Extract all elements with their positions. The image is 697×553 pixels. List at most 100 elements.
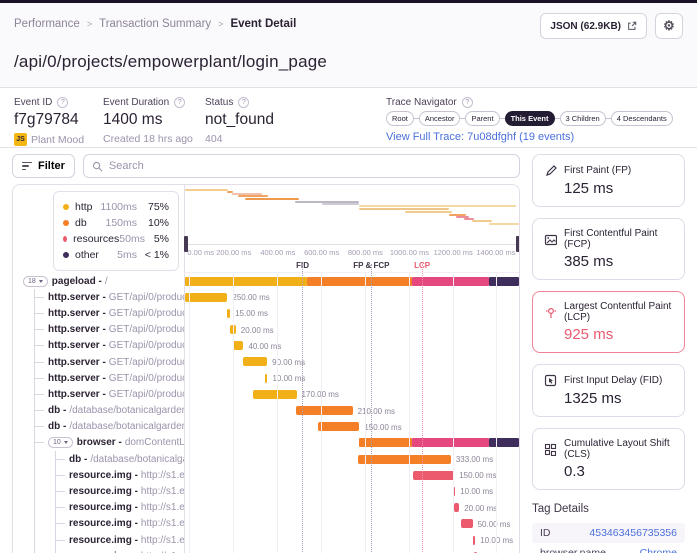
- breadcrumb: Performance > Transaction Summary > Event De…: [14, 13, 296, 30]
- tree-line: [34, 499, 35, 516]
- trace-pill[interactable]: 4 Descendants: [610, 111, 673, 126]
- json-download-button[interactable]: JSON (62.9KB): [540, 13, 647, 39]
- view-full-trace-link[interactable]: View Full Trace: 7u08dfghf (19 events): [386, 131, 575, 143]
- span-row[interactable]: resource.img -http://s1.empowerplant.com…: [13, 467, 519, 484]
- filter-button[interactable]: Filter: [12, 154, 75, 178]
- vital-marker-label: FP & FCP: [353, 261, 390, 270]
- trace-pill[interactable]: Parent: [465, 111, 500, 126]
- span-bar[interactable]: [357, 454, 451, 464]
- span-bar-segment[interactable]: [412, 438, 489, 448]
- search-box[interactable]: [82, 154, 520, 178]
- trace-pill[interactable]: Root: [386, 111, 414, 126]
- span-row[interactable]: http.server -GET/api/0/product/empowerpl…: [13, 353, 519, 371]
- tag-row: ID 453463456735356: [532, 523, 685, 543]
- span-bar-segment[interactable]: [488, 438, 519, 448]
- tree-line: [34, 451, 35, 468]
- trace-pill[interactable]: 3 Children: [559, 111, 606, 126]
- help-icon[interactable]: ?: [174, 97, 186, 108]
- span-description: /database/botanicalgarden/plantindex: [69, 405, 184, 417]
- span-row[interactable]: db -/database/botanicalgarden/ideas 333.0…: [13, 451, 519, 468]
- help-icon[interactable]: ?: [461, 97, 473, 108]
- tag-key: ID: [540, 527, 551, 539]
- span-bar[interactable]: [227, 308, 231, 318]
- web-vital-card[interactable]: Largest Contentful Paint (LCP) 925 ms: [532, 291, 685, 353]
- chevron-right-icon: >: [86, 19, 93, 29]
- span-bar[interactable]: [460, 519, 473, 529]
- settings-button[interactable]: ⚙: [655, 13, 683, 39]
- viewport-handle-right[interactable]: [516, 236, 519, 252]
- trace-pill[interactable]: Ancestor: [418, 111, 461, 126]
- span-bar[interactable]: [243, 357, 268, 367]
- web-vital-card[interactable]: Cumulative Layout Shift (CLS) 0.3: [532, 428, 685, 490]
- span-bar[interactable]: [412, 470, 455, 480]
- span-row[interactable]: resource.img -http://s1.empowerplant.com…: [13, 483, 519, 500]
- web-vital-card[interactable]: First Contentful Paint (FCP) 385 ms: [532, 218, 685, 280]
- minimap-span-line: [488, 223, 519, 225]
- span-bar[interactable]: [454, 503, 460, 513]
- minimap-span-line: [231, 193, 262, 195]
- span-children-toggle[interactable]: 18: [23, 275, 48, 287]
- span-bar[interactable]: [472, 535, 476, 545]
- axis-tick-label: 800.00 ms: [347, 248, 383, 257]
- minimap-span-line: [358, 208, 449, 210]
- span-duration-label: 10.00 ms: [272, 374, 306, 384]
- help-icon[interactable]: ?: [57, 97, 69, 108]
- span-bar-segment[interactable]: [306, 276, 413, 286]
- tree-line: [34, 289, 35, 306]
- span-row[interactable]: http.server -GET/api/0/product/empowerpl…: [13, 321, 519, 338]
- span-bar-segment[interactable]: [185, 276, 307, 286]
- vital-name: First Paint (FP): [564, 165, 632, 176]
- span-row[interactable]: db -/database/botanicalgarden/plantindex…: [13, 418, 519, 435]
- span-bar[interactable]: [233, 341, 244, 351]
- trace-pill[interactable]: This Event: [504, 111, 555, 126]
- grid-icon: [544, 443, 557, 456]
- span-row[interactable]: db -/database/botanicalgarden/plantindex…: [13, 402, 519, 419]
- trace-minimap[interactable]: [184, 185, 519, 252]
- span-row[interactable]: http.server -GET/api/0/product/empowerpl…: [13, 370, 519, 387]
- span-op-name: db -: [69, 453, 88, 465]
- tag-value-link[interactable]: Chrome: [639, 547, 677, 553]
- span-op-name: http.server -: [48, 307, 106, 319]
- viewport-handle-left[interactable]: [184, 236, 188, 252]
- span-row[interactable]: http.server -GET/api/0/product/empowerpl…: [13, 386, 519, 403]
- span-duration-label: 20.00 ms: [464, 503, 498, 513]
- span-bar-segment[interactable]: [488, 276, 519, 286]
- legend-duration: 5ms: [117, 249, 137, 261]
- span-row[interactable]: http.server -GET/api/0/product/empowerpl…: [13, 289, 519, 306]
- span-bar[interactable]: [452, 486, 456, 496]
- span-row[interactable]: http.server -GET/api/0/product/empowerpl…: [13, 337, 519, 354]
- breadcrumb-item[interactable]: Transaction Summary: [99, 18, 212, 30]
- span-bar[interactable]: [474, 551, 477, 553]
- event-id-label: Event ID: [14, 97, 53, 108]
- span-row[interactable]: resource.img -http://s1.empowerplant.com…: [13, 532, 519, 549]
- span-children-toggle[interactable]: 10: [48, 437, 73, 449]
- span-bar[interactable]: [264, 373, 268, 383]
- span-bar-segment[interactable]: [359, 438, 413, 448]
- tag-value-link[interactable]: 453463456735356: [589, 527, 677, 539]
- span-row[interactable]: resource.img -http://s1.empowerplant.com…: [13, 515, 519, 532]
- breadcrumb-item[interactable]: Performance: [14, 18, 80, 30]
- tree-line: [34, 321, 35, 338]
- legend-duration: 1100ms: [100, 201, 137, 213]
- span-bar[interactable]: [253, 389, 297, 399]
- tree-line: [35, 426, 44, 428]
- span-bar-segment[interactable]: [412, 276, 489, 286]
- span-row[interactable]: 18 pageload - /: [13, 273, 519, 290]
- span-bar[interactable]: [185, 292, 228, 302]
- web-vital-card[interactable]: First Paint (FP) 125 ms: [532, 154, 685, 207]
- search-input[interactable]: [108, 160, 511, 172]
- breadcrumb-item[interactable]: Event Detail: [230, 18, 297, 30]
- vital-name: First Input Delay (FID): [564, 375, 663, 386]
- span-row[interactable]: http.server -GET/api/0/product/empowerpl…: [13, 305, 519, 322]
- vital-label-row: First Contentful Paint (FCP): [544, 228, 673, 250]
- span-row[interactable]: resource.img -http://s1.empowerplant.com…: [13, 499, 519, 516]
- web-vital-card[interactable]: First Input Delay (FID) 1325 ms: [532, 364, 685, 417]
- span-row[interactable]: resource.img -http://s1.empowerplant.com…: [13, 548, 519, 553]
- span-bar[interactable]: [230, 325, 236, 335]
- span-bar[interactable]: [296, 406, 353, 415]
- help-icon[interactable]: ?: [238, 97, 250, 108]
- span-tree-cell: http.server -GET/api/0/product/empowerpl…: [13, 370, 184, 387]
- span-bar[interactable]: [317, 422, 360, 432]
- page-header: Performance > Transaction Summary > Event De…: [0, 3, 697, 88]
